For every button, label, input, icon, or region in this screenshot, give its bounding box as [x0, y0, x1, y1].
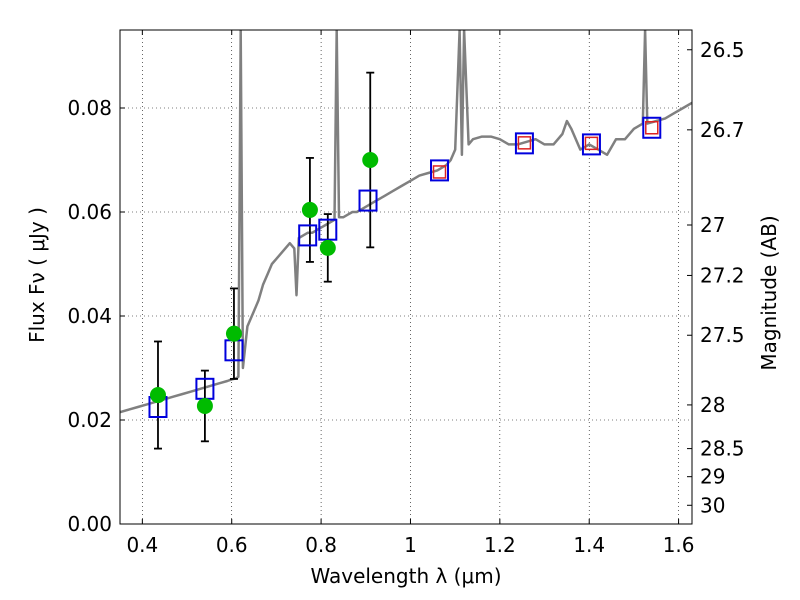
observed-point: [225, 325, 242, 342]
model-box: [642, 116, 662, 139]
model-box: [581, 133, 601, 156]
observed-point: [319, 239, 336, 256]
spectrum-line: [120, 30, 692, 414]
magnitude-axis-label: Magnitude (AB): [757, 215, 781, 370]
y-tick-label: 0.02: [67, 408, 112, 432]
magnitude-tick-label: 30: [700, 493, 725, 517]
x-tick-label: 1.4: [573, 533, 605, 557]
model-box: [430, 159, 450, 182]
magnitude-tick-label: 26.5: [700, 38, 745, 62]
observed-point: [196, 397, 213, 414]
plot-frame: [119, 29, 693, 525]
x-tick-label: 1.2: [484, 533, 516, 557]
model-box: [358, 189, 378, 212]
magnitude-tick-label: 28: [700, 393, 725, 417]
x-tick-label: 1.6: [663, 533, 695, 557]
axes: 0.4 0.6 0.8 1 1.2 1.4 1.6 0.00 0.02 0.04 0.06 0.08 2…: [67, 30, 745, 557]
model-box: [298, 224, 318, 247]
magnitude-tick-label: 27.5: [700, 323, 745, 347]
observed-point: [301, 201, 318, 218]
magnitude-tick-label: 27: [700, 213, 725, 237]
model-nir-box: [584, 136, 599, 151]
model-nir-box: [432, 165, 447, 179]
model-box: [514, 132, 534, 155]
observed-point: [149, 387, 166, 404]
magnitude-tick-label: 28.5: [700, 437, 745, 461]
model-nir-box: [645, 121, 659, 135]
x-axis-label: Wavelength λ (μm): [310, 564, 501, 588]
x-tick-label: 1: [404, 533, 417, 557]
magnitude-tick-label: 26.7: [700, 118, 745, 142]
model-box: [318, 218, 338, 241]
spectrum-layer: [120, 30, 692, 414]
y-tick-label: 0.06: [67, 200, 112, 224]
y-tick-label: 0.04: [67, 304, 112, 328]
magnitude-tick-label: 29: [700, 465, 725, 489]
y-axis-label: Flux Fν ( μJy ): [25, 207, 49, 343]
x-tick-label: 0.4: [126, 533, 158, 557]
grid: [120, 30, 692, 524]
model-box-layer: [148, 116, 662, 418]
x-tick-label: 0.8: [305, 533, 337, 557]
observed-point-layer: [149, 152, 379, 414]
magnitude-tick-label: 27.2: [700, 263, 745, 287]
y-tick-label: 0.00: [67, 512, 112, 536]
model-nir-box: [517, 136, 532, 150]
observed-point: [362, 152, 379, 168]
y-tick-label: 0.08: [67, 96, 112, 120]
x-tick-label: 0.6: [216, 533, 248, 557]
